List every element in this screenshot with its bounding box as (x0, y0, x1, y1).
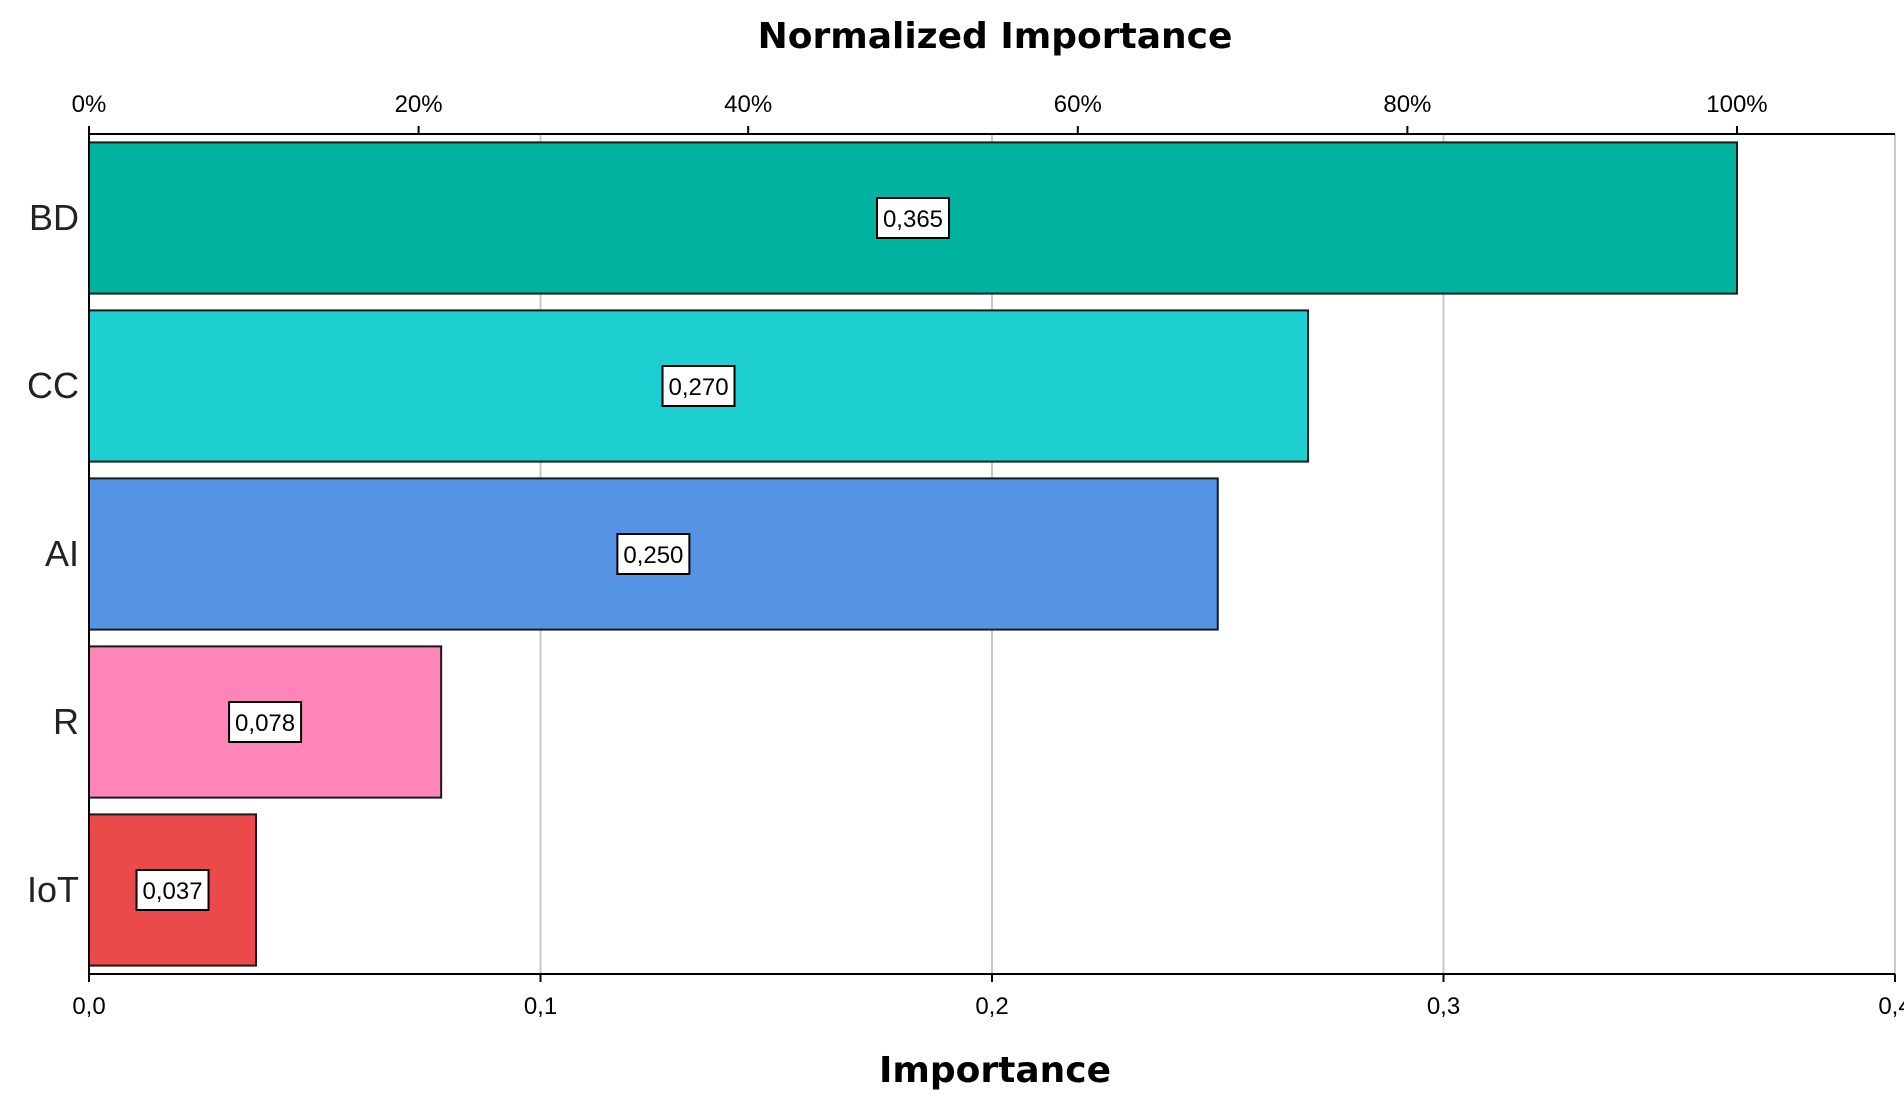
labels: BD 0,365 CC 0,270 AI 0,250 R 0,078 IoT 0,037 0,0 0,… (27, 91, 1904, 1020)
data-label-box-bd (875, 197, 950, 239)
data-label-box-cc (661, 365, 736, 407)
data-label-cc: 0,270 (668, 374, 728, 401)
top-axis-title: Normalized Importance (758, 16, 1233, 57)
data-label-box-r (228, 701, 303, 743)
x2-tick-label-4: 80% (1383, 91, 1431, 118)
x2-tick-label-5: 100% (1706, 91, 1767, 118)
category-label-iot: IoT (27, 869, 79, 910)
x-tick-label-1: 0,1 (524, 993, 557, 1020)
category-label-ai: AI (45, 533, 79, 574)
x-tick-label-0: 0,0 (72, 993, 105, 1020)
category-label-bd: BD (29, 197, 79, 238)
x2-tick-label-3: 60% (1054, 91, 1102, 118)
x2-tick-label-2: 40% (724, 91, 772, 118)
x-tick-label-2: 0,2 (975, 993, 1008, 1020)
data-label-ai: 0,250 (623, 542, 683, 569)
x2-tick-label-1: 20% (395, 91, 443, 118)
category-label-cc: CC (27, 365, 79, 406)
data-label-box-iot (135, 869, 210, 911)
data-label-box-ai (616, 533, 691, 575)
x2-tick-label-0: 0% (72, 91, 107, 118)
bars (88, 141, 1738, 967)
category-label-r: R (53, 701, 79, 742)
data-label-iot: 0,037 (142, 878, 202, 905)
axes (88, 126, 1896, 982)
x-tick-label-4: 0,4 (1878, 993, 1904, 1020)
data-label-bd: 0,365 (883, 206, 943, 233)
x-tick-label-3: 0,3 (1427, 993, 1460, 1020)
data-label-r: 0,078 (235, 710, 295, 737)
x-axis-title: Importance (879, 1050, 1111, 1091)
